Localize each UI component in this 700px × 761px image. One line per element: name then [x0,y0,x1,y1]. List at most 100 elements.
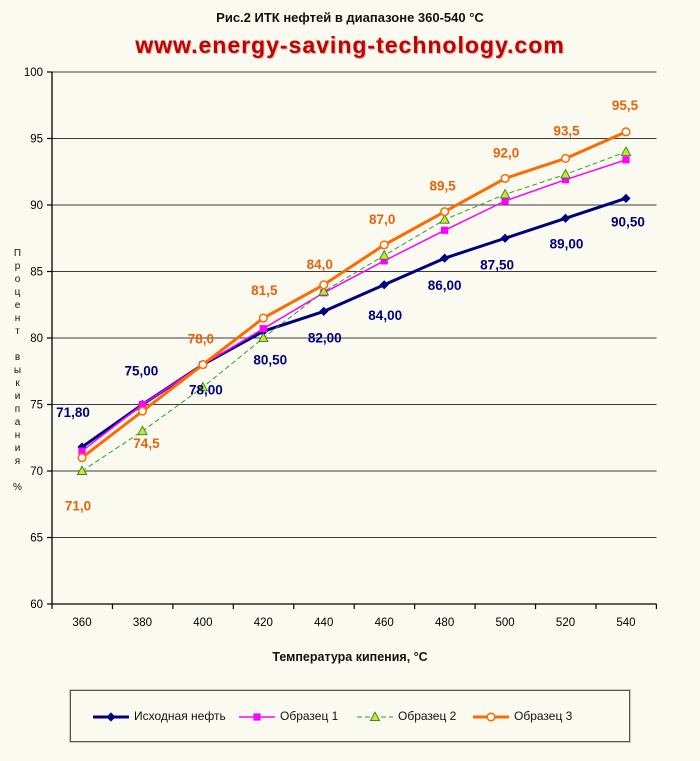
legend-marker [486,712,496,722]
marker-square [622,156,630,164]
marker-circle [319,280,329,290]
legend-sample-svg [473,712,509,722]
x-tick-label: 520 [556,617,575,629]
data-labels-образец-3: 71,0 74,5 78,0 81,5 84,0 87,0 89,5 92,0 93,5 95,5 [65,98,639,514]
y-tick-label: 60 [30,599,43,611]
marker-circle [379,240,389,250]
series-line [81,151,627,472]
legend-marker [106,712,116,722]
marker-circle [77,453,87,463]
x-tick-label: 420 [254,617,273,629]
series-line [81,196,627,449]
marker-square [441,226,449,234]
marker-triangle [257,332,269,343]
marker-square [380,257,388,265]
legend-sample-svg [357,711,393,722]
marker-square [561,176,570,184]
data-label: 86,00 [428,278,462,293]
series-3-образец-3 [77,127,631,463]
x-tick-label: 460 [375,617,394,629]
x-tick-label: 380 [133,617,152,629]
legend-label: Образец 3 [514,709,573,723]
data-label: 93,5 [553,123,580,138]
x-tick-label: 540 [616,617,635,629]
data-label: 78,00 [189,383,223,398]
marker-circle [500,173,510,183]
marker-triangle [318,285,330,296]
watermark-url-text: www.energy-saving-technology.com [135,32,565,58]
marker-triangle [378,249,390,260]
series-line [81,159,627,452]
x-tick-label: 360 [72,617,91,629]
x-axis-title: Температура кипения, °С [272,650,428,664]
gridlines [52,71,657,605]
marker-square [78,447,86,455]
legend-marker-triangle-icon [357,710,393,722]
marker-diamond [621,193,631,203]
y-tick-label: 70 [30,466,43,478]
marker-triangle [499,188,511,199]
data-label: 89,5 [429,179,456,194]
legend-box: Исходная нефть Образец 1 Образец 2 Образец … [69,689,631,743]
data-label: 95,5 [612,98,639,113]
data-label: 82,00 [308,330,342,345]
data-label: 78,0 [188,332,214,347]
legend-label: Образец 1 [280,709,339,723]
data-label: 71,80 [56,405,90,420]
data-label: 84,00 [368,308,402,323]
axes [47,71,658,609]
series-0-исходная-нефть [77,193,631,452]
legend-marker [369,711,381,722]
legend-sample-svg [93,712,129,722]
chart-title: Рис.2 ИТК нефтей в диапазоне 360-540 °С [216,10,484,25]
legend-item-2: Образец 2 [357,691,456,741]
marker-triangle [560,168,571,179]
y-tick-label: 65 [30,533,43,545]
legend-marker-square-icon [239,710,275,722]
marker-triangle [620,146,632,156]
data-label: 89,00 [550,236,584,251]
legend-item-1: Образец 1 [239,691,338,741]
data-label: 81,5 [251,283,278,298]
marker-square [138,400,147,409]
tick-labels: 60 65 70 75 80 85 90 95 100 360 380 400 420 440 460 480… [24,67,636,629]
data-label: 87,0 [369,212,395,227]
marker-diamond [379,280,389,290]
y-tick-label: 80 [30,333,43,345]
marker-circle [137,406,147,416]
marker-diamond [560,213,571,223]
x-tick-label: 400 [193,617,212,629]
marker-triangle [439,213,450,224]
x-tick-label: 440 [314,617,333,629]
y-axis-title: Процент выкипания % [12,248,23,495]
y-tick-label: 100 [24,67,43,79]
marker-diamond [319,306,329,316]
data-label: 87,50 [480,257,514,272]
x-tick-label: 480 [435,617,454,629]
data-label: 84,0 [307,257,333,272]
marker-circle [621,127,631,137]
data-label: 80,50 [253,352,287,367]
legend-label: Образец 2 [398,709,457,723]
marker-circle [560,153,571,163]
y-tick-label: 90 [30,200,43,212]
legend-item-0: Исходная нефть [93,691,226,741]
marker-square [259,325,267,333]
chart-canvas: 60 65 70 75 80 85 90 95 100 360 380 400 420 440 460 480… [24,67,658,629]
marker-circle [198,360,208,370]
marker-triangle [76,465,88,476]
marker-circle [440,207,450,217]
legend-marker-diamond-icon [93,710,129,722]
legend-label: Исходная нефть [134,709,226,723]
data-label: 71,0 [65,499,91,514]
marker-circle [258,313,268,323]
marker-diamond [500,233,510,243]
series-1-образец-1 [78,156,630,455]
y-tick-label: 85 [30,267,43,279]
data-label: 74,5 [133,436,160,451]
series-2-образец-2 [76,146,632,476]
legend-item-3: Образец 3 [473,691,572,741]
legend-marker-circle-open-icon [473,710,509,722]
series-line [81,130,627,459]
marker-triangle [137,425,148,436]
